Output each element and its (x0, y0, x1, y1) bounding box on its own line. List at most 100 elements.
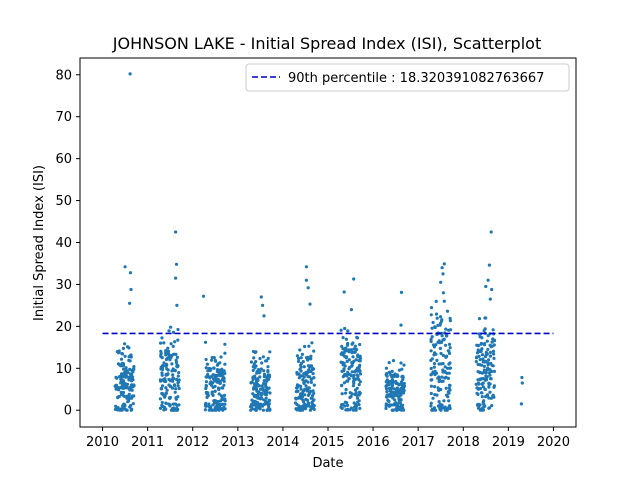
scatter-point (476, 348, 480, 352)
scatter-point (164, 386, 168, 390)
scatter-point (159, 387, 163, 391)
scatter-point (385, 390, 389, 394)
scatter-point (431, 396, 435, 400)
scatter-point (431, 343, 436, 347)
scatter-point (264, 382, 268, 386)
scatter-point (430, 357, 434, 361)
scatter-point (429, 306, 434, 310)
scatter-point (215, 363, 219, 367)
scatter-point (439, 340, 444, 344)
scatter-point (210, 374, 214, 378)
scatter-point (354, 408, 358, 412)
scatter-point (385, 372, 389, 376)
scatter-point (159, 351, 163, 355)
scatter-point (385, 403, 389, 407)
scatter-point (121, 379, 125, 383)
scatter-point (437, 379, 441, 384)
scatter-point (297, 356, 301, 361)
scatter-point (397, 401, 402, 405)
scatter-point (249, 360, 253, 364)
scatter-point (440, 334, 444, 338)
scatter-point (261, 408, 265, 412)
scatter-point (204, 366, 208, 370)
scatter-point (120, 386, 124, 390)
scatter-point (302, 380, 306, 385)
scatter-point (171, 344, 175, 348)
scatter-point (255, 389, 259, 393)
scatter-point (487, 263, 491, 267)
scatter-point (262, 314, 266, 318)
scatter-point (293, 401, 298, 405)
scatter-point (299, 356, 303, 360)
scatter-point (309, 357, 313, 361)
scatter-point (175, 403, 179, 407)
scatter-point (345, 343, 350, 347)
scatter-point (355, 336, 360, 340)
scatter-point (168, 396, 172, 400)
scatter-point (384, 366, 388, 370)
scatter-point (444, 343, 448, 347)
scatter-point (261, 387, 265, 391)
scatter-point (214, 399, 218, 403)
scatter-point (475, 355, 479, 359)
scatter-point (129, 355, 133, 359)
scatter-point (266, 365, 270, 369)
scatter-point (254, 408, 258, 412)
scatter-point (176, 338, 180, 342)
scatter-point (267, 398, 271, 402)
scatter-point (401, 378, 405, 382)
scatter-point (399, 323, 403, 327)
scatter-point (304, 379, 308, 383)
scatter-point (349, 348, 354, 352)
scatter-point (304, 278, 308, 282)
scatter-point (389, 373, 393, 377)
scatter-point (176, 327, 180, 332)
scatter-point (158, 378, 162, 382)
scatter-point (488, 382, 492, 386)
x-tick-label: 2015 (311, 435, 344, 450)
scatter-point (162, 341, 166, 345)
scatter-point (489, 396, 493, 400)
scatter-point (354, 377, 358, 381)
scatter-point (429, 349, 433, 353)
scatter-point (174, 387, 178, 391)
scatter-point (260, 384, 264, 388)
scatter-point (304, 405, 308, 409)
scatter-point (348, 408, 352, 412)
y-axis-label: Initial Spread Index (ISI) (32, 165, 47, 321)
scatter-point (400, 404, 404, 408)
scatter-point (256, 368, 261, 372)
scatter-point (175, 408, 179, 412)
scatter-point (447, 371, 451, 375)
scatter-point (309, 380, 313, 384)
scatter-point (440, 266, 444, 270)
scatter-point (483, 342, 487, 346)
scatter-point (223, 351, 227, 355)
scatter-point (402, 381, 406, 386)
scatter-point (392, 394, 396, 398)
scatter-point (294, 397, 298, 401)
scatter-point (446, 376, 450, 380)
scatter-point (262, 398, 266, 402)
scatter-point (268, 350, 272, 354)
scatter-point (158, 397, 162, 401)
scatter-point (171, 402, 175, 406)
scatter-point (486, 347, 490, 351)
scatter-point (128, 388, 132, 392)
scatter-point (171, 376, 175, 380)
scatter-point (400, 367, 404, 371)
scatter-point (175, 355, 179, 359)
scatter-point (170, 362, 174, 366)
scatter-point (217, 369, 221, 373)
scatter-point (357, 359, 361, 363)
scatter-point (438, 346, 442, 350)
scatter-point (220, 408, 224, 412)
scatter-point (164, 372, 168, 376)
scatter-point (172, 368, 176, 372)
scatter-point (476, 406, 481, 410)
scatter-point (123, 386, 127, 390)
scatter-point (131, 385, 135, 389)
scatter-point (258, 370, 262, 374)
scatter-point (164, 351, 168, 355)
